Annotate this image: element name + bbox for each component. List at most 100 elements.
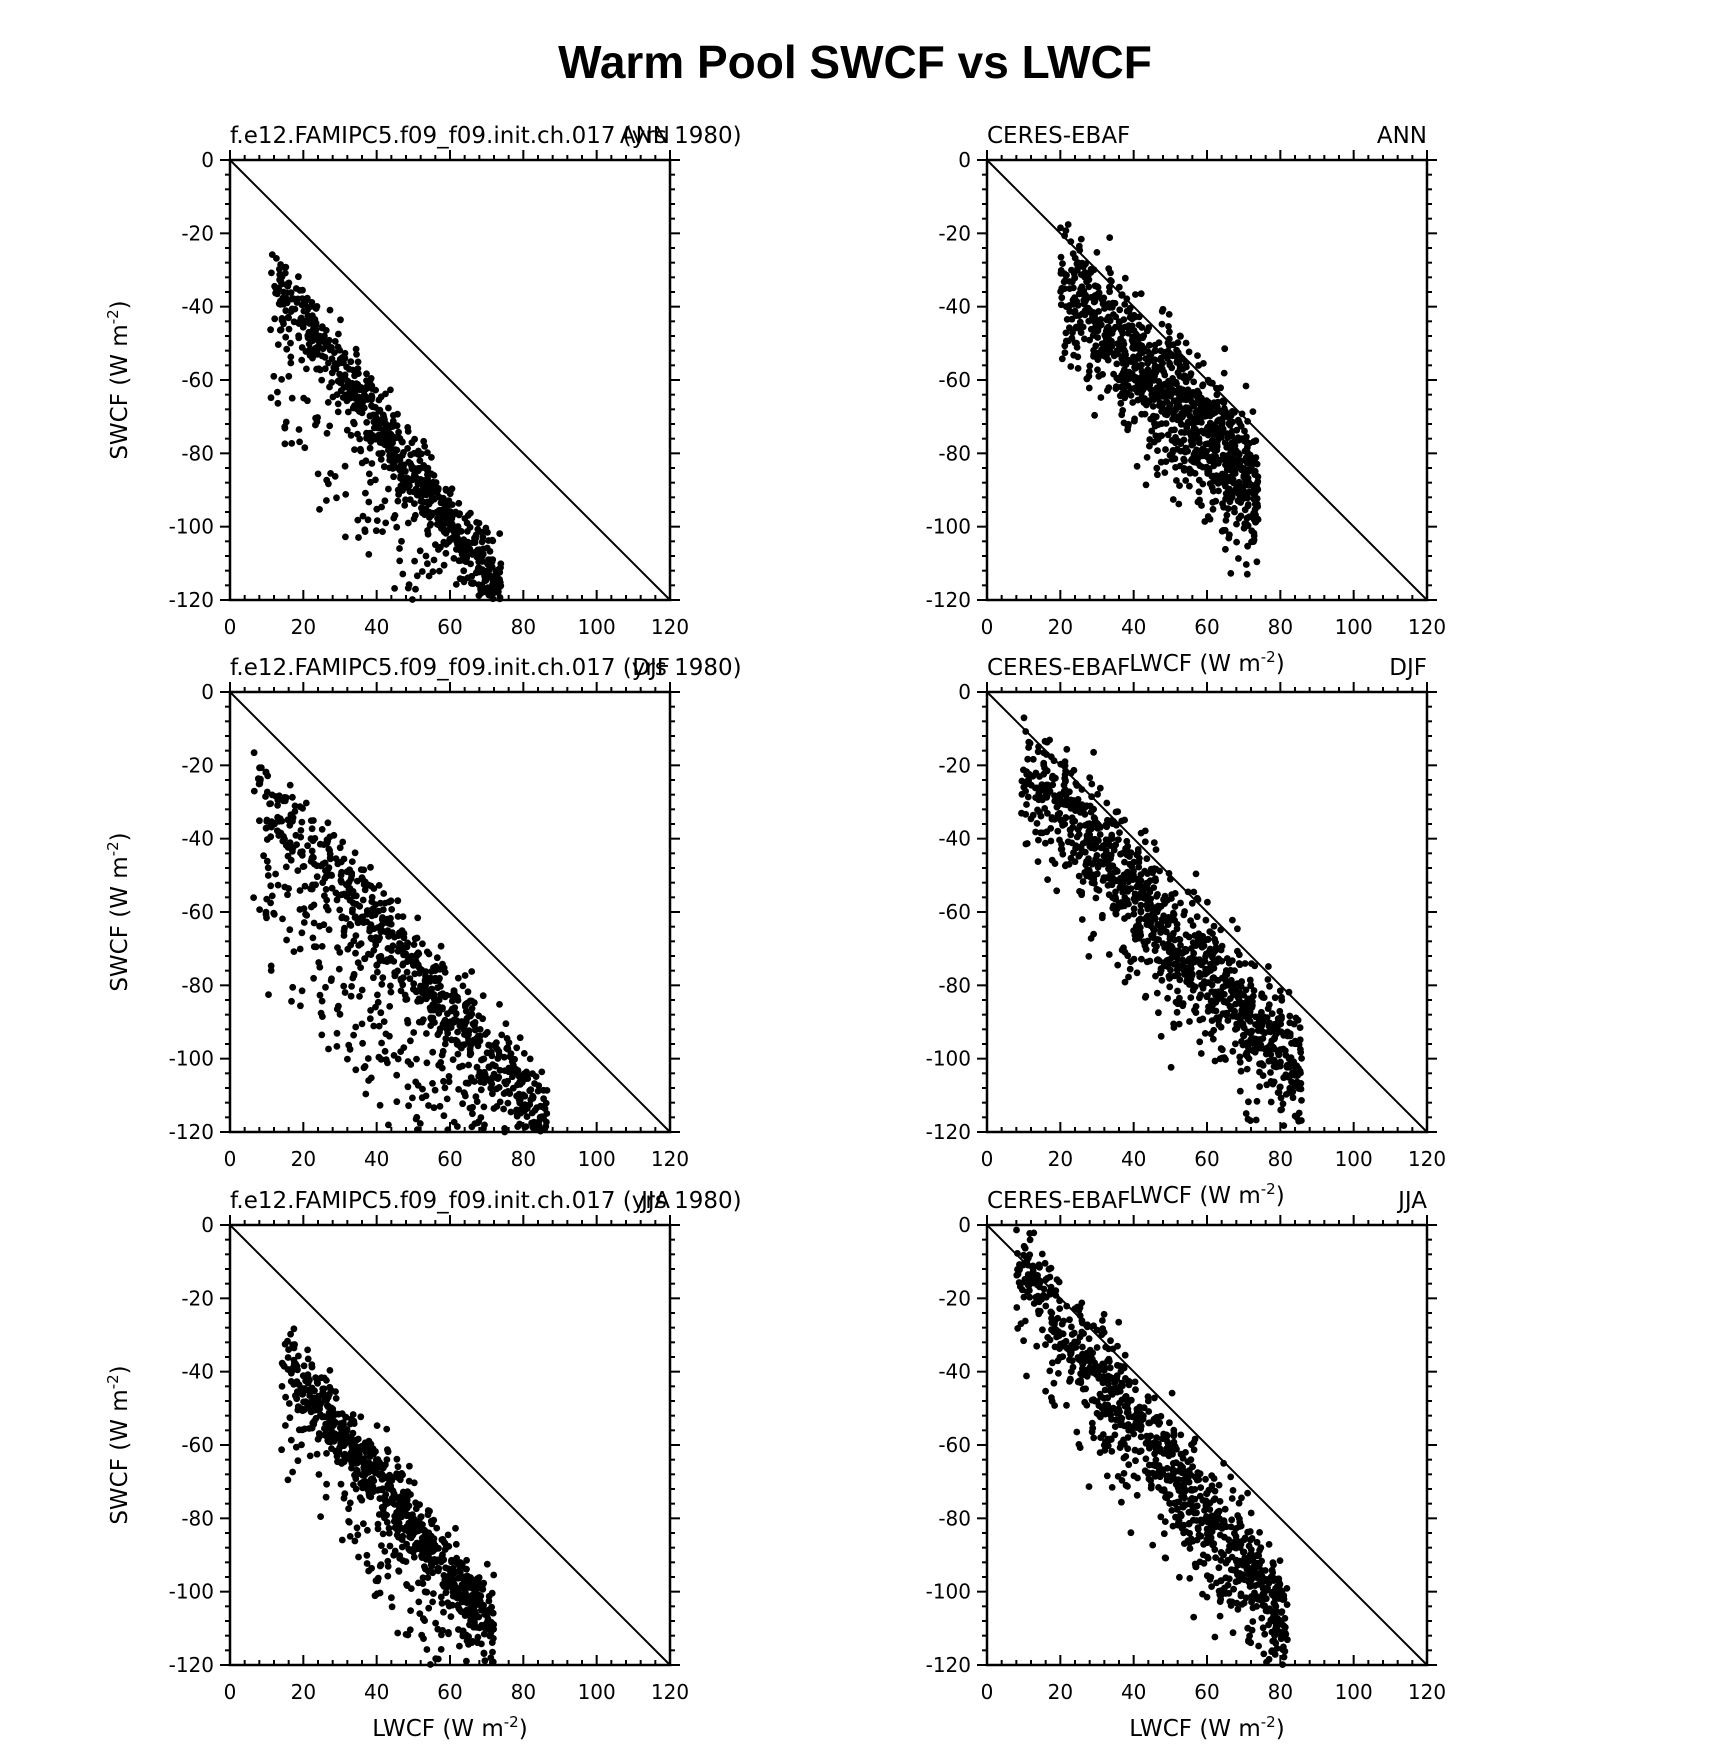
data-point	[424, 467, 431, 474]
data-point	[334, 400, 342, 408]
data-point	[1206, 945, 1214, 953]
data-point	[1217, 434, 1225, 441]
data-point	[422, 552, 430, 560]
data-point	[398, 537, 405, 545]
data-point	[359, 876, 367, 883]
data-point	[461, 972, 469, 979]
data-point	[383, 956, 391, 963]
data-point	[481, 1031, 489, 1038]
data-point	[1199, 480, 1207, 488]
data-point	[1117, 383, 1125, 391]
data-point	[351, 402, 358, 409]
data-point	[1169, 341, 1177, 349]
data-point	[317, 1513, 324, 1520]
data-point	[1177, 440, 1185, 447]
data-point	[1198, 981, 1205, 989]
data-point	[1061, 862, 1069, 870]
data-point	[417, 997, 425, 1005]
data-point	[486, 548, 494, 555]
data-point	[279, 915, 286, 923]
data-point	[331, 473, 339, 480]
data-point	[1236, 464, 1244, 472]
data-point	[387, 988, 395, 996]
data-point	[485, 1064, 493, 1071]
data-point	[1184, 418, 1192, 426]
data-point	[1192, 958, 1200, 965]
data-point	[1102, 327, 1110, 335]
data-point	[318, 324, 326, 332]
y-tick-label: -80	[181, 441, 214, 465]
data-point	[274, 399, 282, 407]
data-point	[490, 1105, 498, 1112]
data-point	[1119, 885, 1126, 893]
y-tick-label: -60	[938, 900, 971, 924]
data-point	[1085, 384, 1093, 392]
data-point	[1035, 796, 1043, 804]
data-point	[1151, 420, 1158, 427]
data-point	[481, 1071, 489, 1079]
data-point	[502, 1080, 510, 1088]
data-point	[452, 1540, 460, 1548]
y-tick-label: 0	[201, 1213, 214, 1237]
data-point	[1173, 388, 1181, 396]
data-point	[344, 1055, 351, 1063]
data-point	[1074, 301, 1082, 309]
data-point	[1128, 322, 1136, 330]
data-point	[1153, 936, 1161, 943]
data-point	[1102, 353, 1110, 361]
data-point	[275, 828, 283, 836]
data-point	[1163, 897, 1171, 904]
data-point	[281, 264, 289, 271]
data-point	[1094, 790, 1101, 798]
data-point	[515, 1096, 523, 1103]
data-point	[1164, 994, 1171, 1002]
data-point	[1085, 276, 1093, 284]
x-tick-label: 100	[578, 1680, 616, 1704]
data-point	[389, 423, 397, 430]
y-tick-label: -20	[181, 753, 214, 777]
data-point	[455, 1086, 462, 1093]
y-tick-label: -120	[169, 1120, 214, 1144]
data-point	[333, 1029, 341, 1037]
data-point	[502, 1020, 510, 1028]
data-point	[1146, 436, 1154, 443]
data-point	[1148, 427, 1156, 435]
data-point	[367, 951, 375, 958]
data-point	[372, 1003, 379, 1011]
data-point	[1049, 781, 1057, 789]
data-point	[1166, 328, 1173, 336]
data-point	[427, 1015, 435, 1023]
data-point	[1032, 828, 1039, 836]
data-point	[434, 515, 441, 522]
data-point	[328, 872, 335, 879]
data-point	[1033, 820, 1041, 827]
data-point	[427, 520, 435, 528]
data-point	[282, 1422, 289, 1429]
data-point	[1140, 345, 1148, 352]
data-point	[409, 596, 416, 603]
data-point	[294, 867, 302, 874]
data-point	[1151, 364, 1159, 371]
data-point	[250, 894, 257, 901]
y-tick-label: -100	[926, 1047, 971, 1071]
data-point	[331, 338, 339, 345]
data-point	[1176, 462, 1184, 470]
y-tick-label: -40	[181, 1360, 214, 1384]
data-point	[1221, 1010, 1229, 1017]
data-point	[490, 1070, 498, 1078]
data-point	[1188, 437, 1195, 445]
data-point	[382, 519, 390, 527]
data-point	[1228, 957, 1236, 964]
data-point	[1224, 505, 1232, 513]
data-point	[288, 394, 296, 402]
data-point	[1083, 375, 1091, 383]
data-point	[1237, 1067, 1245, 1075]
data-point	[442, 1035, 450, 1043]
y-tick-label: -60	[181, 900, 214, 924]
data-point	[384, 1572, 392, 1580]
x-tick-label: 20	[291, 1680, 316, 1704]
data-point	[1129, 876, 1137, 883]
data-point	[365, 470, 373, 478]
data-point	[1081, 292, 1088, 300]
data-point	[358, 1020, 366, 1028]
